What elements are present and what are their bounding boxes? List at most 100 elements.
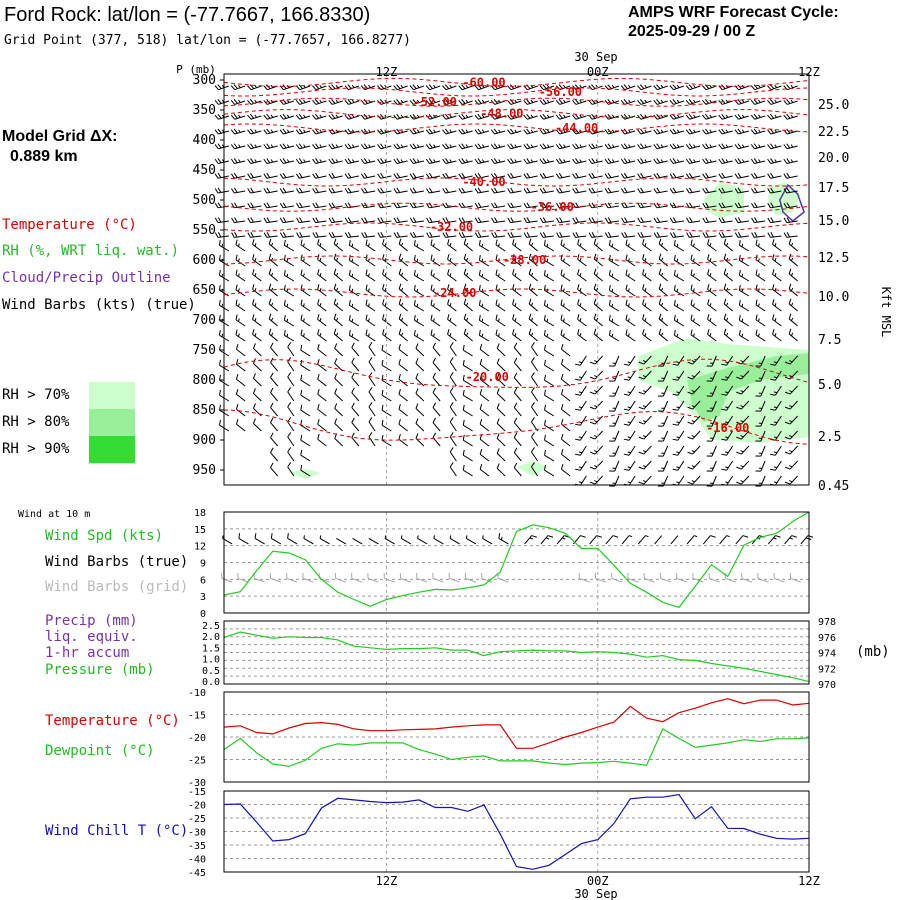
wind-barb — [287, 447, 295, 462]
barb-feather — [510, 232, 514, 238]
barb-staff — [755, 289, 766, 297]
barb-half-feather — [627, 406, 631, 409]
barb-feather — [718, 85, 723, 91]
wind-barb — [235, 418, 246, 432]
wind-barb — [381, 359, 392, 372]
barb-feather — [449, 387, 454, 393]
barb-staff — [235, 334, 246, 342]
wind-barb — [721, 370, 734, 381]
barb-staff — [575, 115, 587, 120]
barb-staff — [300, 274, 311, 282]
barb-staff — [628, 475, 636, 486]
barb-feather — [315, 217, 319, 223]
barb-feather — [623, 158, 628, 164]
barb-feather — [351, 402, 355, 408]
barb-feather — [672, 483, 678, 486]
barb-half-feather — [758, 333, 760, 337]
barb-staff — [692, 400, 701, 410]
barb-half-feather — [725, 144, 729, 148]
wind-barb — [734, 187, 749, 194]
barb-staff — [494, 190, 506, 194]
barb-staff — [723, 273, 733, 282]
wind-barb — [447, 299, 457, 312]
barb-staff — [608, 130, 620, 135]
barb-staff — [234, 115, 246, 120]
wind-barb — [283, 314, 295, 327]
barb-staff — [690, 334, 701, 342]
barb-feather — [347, 172, 352, 178]
barb-feather — [738, 284, 741, 291]
barb-half-feather — [642, 405, 647, 408]
barb-half-feather — [676, 406, 680, 409]
barb-feather — [344, 188, 349, 194]
isotherm-line — [223, 97, 810, 107]
barb-feather — [361, 202, 365, 209]
barb-staff — [413, 115, 425, 120]
barb-staff — [478, 130, 490, 135]
wind-barb — [690, 284, 701, 297]
barb-half-feather — [758, 273, 760, 277]
barb-feather — [738, 299, 741, 306]
barb-half-feather — [709, 243, 712, 247]
barb-feather — [588, 158, 593, 164]
barb-staff — [234, 85, 246, 91]
barb-feather — [621, 217, 625, 223]
top-time-tick: 12Z — [798, 65, 820, 79]
barb-staff — [513, 467, 522, 477]
legend-cloud-outline: Cloud/Precip Outline — [2, 270, 171, 286]
barb-staff — [234, 160, 246, 165]
barb-half-feather — [691, 375, 695, 378]
barb-feather — [479, 433, 483, 440]
barb-staff — [662, 370, 669, 382]
barb-staff — [413, 160, 424, 165]
barb-staff — [479, 259, 490, 267]
wind-barb — [609, 430, 620, 442]
barb-feather — [542, 158, 547, 164]
barb-staff — [741, 577, 753, 583]
isotherm-line — [223, 109, 810, 119]
barb-feather — [523, 232, 528, 238]
barb-half-feather — [594, 360, 598, 363]
barb-feather — [474, 85, 479, 91]
barb-half-feather — [433, 99, 436, 103]
wind-barb — [334, 403, 343, 417]
wind-barb — [673, 254, 685, 267]
barb-half-feather — [579, 129, 582, 133]
wind-barb-grid — [611, 572, 623, 583]
barb-staff — [721, 145, 733, 150]
wind-barb — [687, 385, 701, 395]
barb-feather — [690, 269, 693, 275]
wind-barb-true — [572, 535, 586, 545]
barb-staff — [640, 235, 652, 238]
barb-staff — [674, 274, 685, 282]
barb-staff — [673, 160, 684, 165]
wind-barb — [560, 418, 571, 432]
wind-barb — [755, 430, 766, 442]
barb-half-feather — [709, 288, 712, 292]
barb-staff — [686, 535, 695, 545]
barb-feather — [718, 114, 723, 120]
barb-staff — [449, 346, 457, 357]
barb-staff — [334, 423, 343, 432]
barb-feather — [788, 268, 792, 275]
barb-half-feather — [401, 317, 404, 322]
barb-half-feather — [726, 287, 729, 292]
barb-feather — [750, 85, 756, 91]
isotherm-line — [223, 255, 810, 265]
wind-barb — [300, 284, 311, 297]
barb-feather — [560, 254, 563, 260]
barb-feather — [555, 158, 560, 164]
barb-staff — [380, 190, 392, 194]
pressure-tick: 972 — [818, 664, 836, 675]
barb-feather — [287, 462, 292, 468]
barb-half-feather — [563, 129, 566, 133]
barb-feather — [642, 269, 645, 275]
wind-barb — [300, 419, 311, 432]
barb-staff — [705, 85, 717, 91]
wind-barb-true — [751, 535, 765, 545]
barb-feather — [572, 100, 577, 105]
wind-barb — [673, 284, 685, 297]
barb-half-feather — [774, 333, 777, 337]
barb-staff — [751, 535, 760, 545]
wind-barb — [690, 269, 701, 282]
